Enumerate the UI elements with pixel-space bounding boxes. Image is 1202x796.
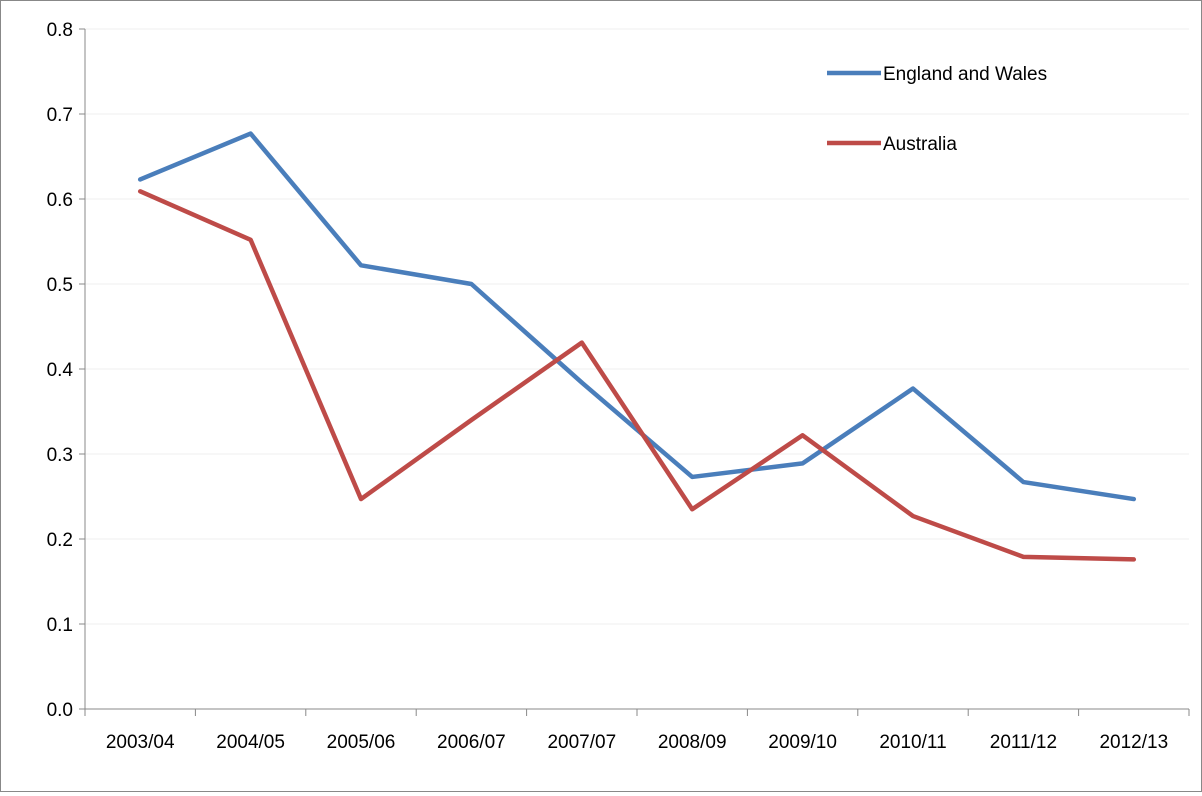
y-tick-label: 0.7 [47,105,73,126]
x-tick-label: 2003/04 [106,732,175,753]
y-tick-label: 0.6 [47,190,73,211]
x-tick-label: 2010/11 [879,732,946,753]
x-tick-label: 2007/07 [547,732,616,753]
series-line-england-and-wales [137,131,1137,502]
x-tick-label: 2006/07 [437,732,506,753]
x-tick-label: 2009/10 [768,732,837,753]
y-tick-label: 0.3 [47,445,73,466]
y-tick-label: 0.1 [47,615,73,636]
y-tick-label: 0.8 [47,20,73,41]
legend: England and Wales Australia [827,64,1047,155]
y-tick-label: 0.2 [47,530,73,551]
y-tick-label: 0.0 [47,700,73,721]
x-tick-label: 2011/12 [990,732,1057,753]
y-tick-label: 0.4 [47,360,74,381]
x-tick-label: 2012/13 [1099,732,1168,753]
x-tick-label: 2008/09 [658,732,727,753]
y-tick-label: 0.5 [47,275,73,296]
series-lines [137,131,1137,562]
x-tick-label: 2004/05 [216,732,285,753]
x-tick-label: 2005/06 [327,732,396,753]
series-line-australia [137,189,1137,562]
gridlines [85,28,1189,625]
legend-label: Australia [883,134,957,155]
legend-label: England and Wales [883,64,1047,85]
axes: 0.0 0.1 0.2 0.3 0.4 0.5 0.6 0.7 0.8 2003/04 2004/0… [47,20,1190,753]
